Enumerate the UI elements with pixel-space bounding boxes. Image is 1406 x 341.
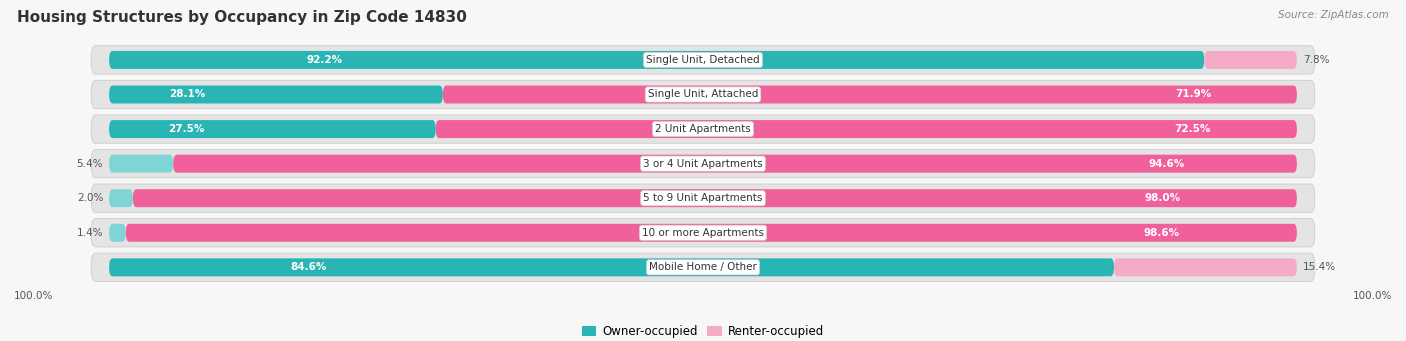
Text: Source: ZipAtlas.com: Source: ZipAtlas.com (1278, 10, 1389, 20)
FancyBboxPatch shape (436, 120, 1296, 138)
Text: 2 Unit Apartments: 2 Unit Apartments (655, 124, 751, 134)
Text: 15.4%: 15.4% (1303, 262, 1336, 272)
Text: Mobile Home / Other: Mobile Home / Other (650, 262, 756, 272)
FancyBboxPatch shape (91, 149, 1315, 178)
FancyBboxPatch shape (443, 86, 1296, 103)
Text: 27.5%: 27.5% (167, 124, 204, 134)
FancyBboxPatch shape (132, 189, 1296, 207)
Text: Single Unit, Detached: Single Unit, Detached (647, 55, 759, 65)
Text: 28.1%: 28.1% (169, 89, 205, 100)
Legend: Owner-occupied, Renter-occupied: Owner-occupied, Renter-occupied (578, 321, 828, 341)
Text: 72.5%: 72.5% (1174, 124, 1211, 134)
FancyBboxPatch shape (91, 219, 1315, 247)
Text: 98.6%: 98.6% (1143, 228, 1180, 238)
FancyBboxPatch shape (110, 120, 436, 138)
FancyBboxPatch shape (1114, 258, 1296, 276)
FancyBboxPatch shape (91, 253, 1315, 282)
Text: 2.0%: 2.0% (77, 193, 103, 203)
Text: 84.6%: 84.6% (290, 262, 326, 272)
Text: Housing Structures by Occupancy in Zip Code 14830: Housing Structures by Occupancy in Zip C… (17, 10, 467, 25)
Text: 3 or 4 Unit Apartments: 3 or 4 Unit Apartments (643, 159, 763, 169)
FancyBboxPatch shape (91, 80, 1315, 109)
Text: 7.8%: 7.8% (1303, 55, 1329, 65)
Text: 1.4%: 1.4% (77, 228, 103, 238)
FancyBboxPatch shape (110, 224, 125, 242)
Text: 94.6%: 94.6% (1149, 159, 1184, 169)
Text: Single Unit, Attached: Single Unit, Attached (648, 89, 758, 100)
FancyBboxPatch shape (91, 184, 1315, 212)
Text: 10 or more Apartments: 10 or more Apartments (643, 228, 763, 238)
Text: 71.9%: 71.9% (1175, 89, 1212, 100)
FancyBboxPatch shape (110, 86, 443, 103)
FancyBboxPatch shape (173, 155, 1296, 173)
FancyBboxPatch shape (125, 224, 1296, 242)
FancyBboxPatch shape (91, 115, 1315, 143)
Text: 5 to 9 Unit Apartments: 5 to 9 Unit Apartments (644, 193, 762, 203)
Text: 100.0%: 100.0% (1353, 291, 1392, 301)
FancyBboxPatch shape (110, 155, 173, 173)
Text: 5.4%: 5.4% (77, 159, 103, 169)
Text: 92.2%: 92.2% (307, 55, 342, 65)
FancyBboxPatch shape (1205, 51, 1296, 69)
FancyBboxPatch shape (91, 46, 1315, 74)
Text: 100.0%: 100.0% (14, 291, 53, 301)
FancyBboxPatch shape (110, 51, 1205, 69)
FancyBboxPatch shape (110, 258, 1114, 276)
Text: 98.0%: 98.0% (1144, 193, 1181, 203)
FancyBboxPatch shape (110, 189, 132, 207)
